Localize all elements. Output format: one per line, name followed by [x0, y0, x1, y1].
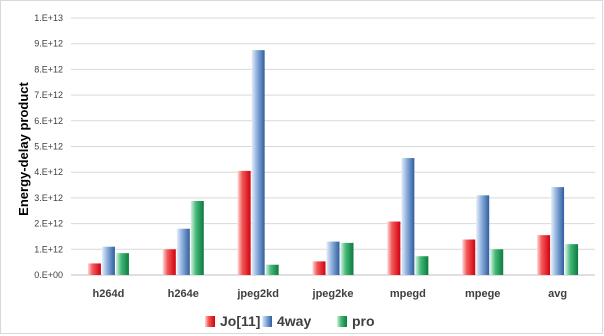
bar-4way [401, 158, 415, 275]
bar-4way [176, 228, 190, 275]
x-axis-category-labels: h264d h264e jpeg2kd jpeg2ke mpegd mpege avg [93, 288, 568, 300]
gridlines [71, 17, 595, 276]
y-axis-tick-labels: 0.E+00 1.E+12 2.E+12 3.E+12 4.E+12 5.E+12 6.E+… [34, 13, 63, 280]
bar-jo11 [237, 170, 251, 275]
y-tick-label: 3.E+12 [34, 193, 63, 203]
legend-4way: 4way [262, 313, 311, 329]
bar-4way [476, 195, 490, 275]
x-category-label: jpeg2kd [236, 288, 279, 300]
x-category-label: h264d [93, 288, 125, 300]
bar-4way [251, 50, 265, 275]
bar-pro [565, 244, 579, 275]
y-axis-label: Energy-delay product [16, 82, 31, 216]
bar-pro [490, 249, 504, 275]
bar-jo11 [162, 249, 176, 275]
bar-jo11 [537, 235, 551, 275]
bar-pro [415, 256, 429, 275]
y-tick-label: 4.E+12 [34, 167, 63, 177]
bars [87, 50, 579, 275]
bar-jo11 [462, 239, 476, 275]
y-tick-label: 6.E+12 [34, 116, 63, 126]
bar-pro [115, 253, 129, 275]
legend-label: Jo[11] [220, 313, 260, 329]
legend-swatch [205, 316, 215, 327]
bar-jo11 [387, 221, 401, 275]
y-tick-label: 9.E+12 [34, 39, 63, 49]
legend: Jo[11] 4way pro [205, 313, 375, 329]
y-tick-label: 1.E+12 [34, 244, 63, 254]
x-category-label: avg [548, 288, 567, 300]
x-category-label: h264e [168, 288, 199, 300]
y-tick-label: 7.E+12 [34, 90, 63, 100]
x-category-label: jpeg2ke [312, 288, 354, 300]
bar-pro [265, 264, 279, 275]
y-tick-label: 8.E+12 [34, 64, 63, 74]
y-tick-label: 2.E+12 [34, 219, 63, 229]
legend-label: 4way [277, 313, 311, 329]
x-category-label: mpegd [390, 288, 426, 300]
y-tick-label: 0.E+00 [34, 270, 63, 280]
x-category-label: mpege [465, 288, 500, 300]
legend-swatch [262, 316, 272, 327]
bar-4way [101, 246, 115, 275]
bar-4way [551, 187, 565, 275]
legend-swatch [337, 316, 347, 327]
bar-jo11 [312, 261, 326, 275]
legend-pro: pro [337, 313, 375, 329]
bar-pro [190, 200, 204, 275]
bar-pro [340, 242, 354, 275]
y-tick-label: 5.E+12 [34, 142, 63, 152]
y-tick-label: 1.E+13 [34, 13, 63, 23]
legend-jo11: Jo[11] [205, 313, 260, 329]
bar-jo11 [87, 263, 101, 275]
bar-4way [326, 241, 340, 275]
legend-label: pro [352, 313, 375, 329]
